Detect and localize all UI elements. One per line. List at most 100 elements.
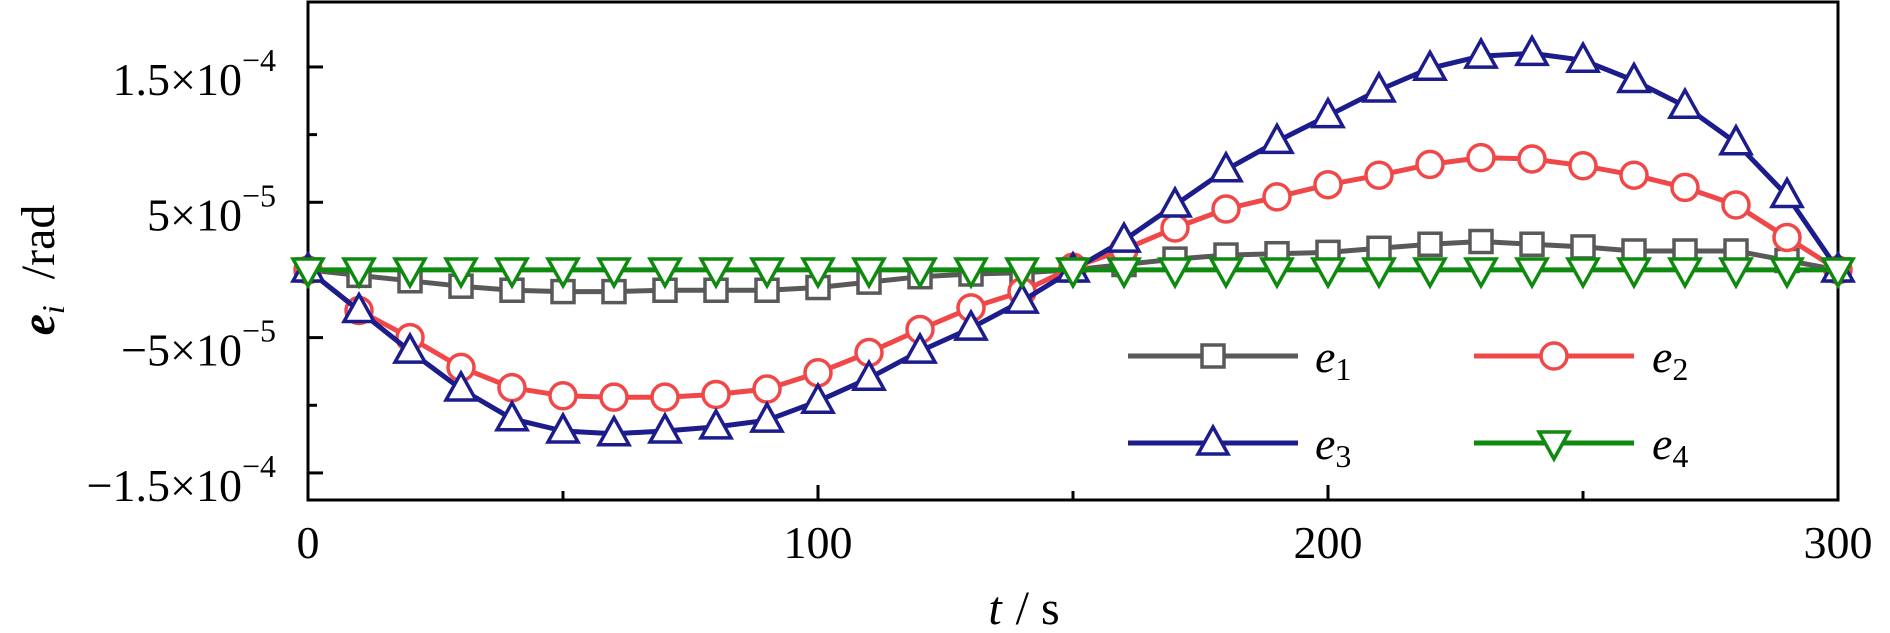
triangle-up-marker	[1412, 48, 1448, 82]
triangle-down-marker	[800, 257, 836, 290]
legend: e1 e2 e3 e4	[1128, 331, 1688, 474]
x-axis-title: t / s	[988, 582, 1059, 628]
y-tick-label: −5×10−5	[121, 313, 276, 376]
circle-marker	[1539, 341, 1569, 371]
triangle-down-marker	[1536, 430, 1572, 463]
triangle-up-marker	[749, 400, 785, 433]
tick-labels: 0 100 200 300 1.5×10−4 5×10−5 −5×10−5 −1.5×10−4	[87, 42, 1873, 568]
legend-label: e3	[1315, 418, 1351, 474]
triangle-down-marker	[698, 257, 734, 290]
triangle-down-marker	[647, 257, 683, 290]
triangle-down-marker	[1157, 257, 1193, 290]
circle-marker	[1619, 160, 1649, 190]
legend-item-e4: e4	[1474, 418, 1688, 474]
triangle-down-marker	[1769, 257, 1805, 290]
triangle-down-marker	[545, 257, 581, 290]
x-tick-label: 300	[1804, 517, 1873, 568]
triangle-down-marker	[1463, 257, 1499, 290]
triangle-up-marker	[1195, 423, 1231, 456]
legend-item-e1: e1	[1128, 331, 1351, 387]
triangle-up-marker	[1769, 175, 1805, 209]
circle-marker	[1313, 169, 1343, 200]
triangle-down-marker	[443, 257, 479, 290]
y-axis-title: ei/rad	[12, 205, 71, 336]
triangle-down-marker	[851, 257, 887, 290]
x-tick-label: 0	[297, 517, 320, 568]
triangle-up-marker	[1157, 185, 1193, 218]
circle-marker	[752, 374, 782, 404]
circle-marker	[1364, 160, 1394, 190]
triangle-down-marker	[1718, 257, 1754, 290]
y-tick-label: 1.5×10−4	[113, 42, 277, 105]
triangle-up-marker	[596, 414, 632, 447]
triangle-down-marker	[953, 257, 989, 290]
legend-label: e4	[1652, 418, 1688, 474]
x-tick-label: 200	[1294, 517, 1363, 568]
triangle-up-marker	[341, 290, 377, 324]
triangle-up-marker	[545, 411, 581, 444]
series-e4	[290, 257, 1856, 290]
square-marker	[1570, 234, 1596, 260]
triangle-down-marker	[1106, 257, 1142, 290]
circle-marker	[701, 379, 731, 410]
circle-marker	[1670, 172, 1700, 203]
triangle-up-marker	[1208, 150, 1244, 183]
square-marker	[1519, 231, 1545, 257]
circle-marker	[1466, 142, 1496, 173]
square-marker	[1200, 343, 1226, 369]
triangle-down-marker	[596, 257, 632, 290]
circle-marker	[1211, 194, 1241, 224]
triangle-down-marker	[1055, 257, 1091, 290]
triangle-up-marker	[647, 411, 683, 444]
triangle-down-marker	[1310, 257, 1346, 290]
circle-marker	[1772, 222, 1802, 253]
triangle-down-marker	[902, 257, 938, 290]
triangle-up-marker	[953, 308, 989, 341]
square-marker	[1366, 235, 1392, 262]
triangle-down-marker	[1667, 257, 1703, 290]
triangle-up-marker	[1514, 33, 1550, 67]
triangle-up-marker	[1616, 60, 1652, 94]
triangle-down-marker	[1412, 257, 1448, 290]
triangle-up-marker	[1004, 281, 1040, 314]
triangle-down-marker	[1361, 257, 1397, 290]
triangle-up-marker	[392, 331, 428, 364]
triangle-up-marker	[698, 407, 734, 440]
square-marker	[1468, 228, 1494, 255]
circle-marker	[548, 381, 578, 411]
series-line	[306, 50, 1841, 437]
circle-marker	[1517, 144, 1547, 174]
triangle-down-marker	[290, 257, 326, 290]
triangle-up-marker	[800, 381, 836, 414]
triangle-down-marker	[494, 257, 530, 290]
square-marker	[1417, 231, 1443, 257]
triangle-down-marker	[1259, 257, 1295, 290]
triangle-down-marker	[1820, 257, 1856, 290]
triangle-up-marker	[443, 369, 479, 402]
circle-marker	[1262, 182, 1292, 212]
circle-marker	[1721, 190, 1751, 220]
legend-label: e1	[1315, 331, 1351, 387]
legend-label: e2	[1652, 331, 1688, 387]
triangle-up-marker	[902, 331, 938, 364]
triangle-down-marker	[392, 257, 428, 290]
triangle-up-marker	[851, 358, 887, 391]
triangle-up-marker	[1259, 121, 1295, 155]
legend-item-e2: e2	[1474, 331, 1688, 387]
circle-marker	[497, 372, 527, 403]
series-layer	[290, 33, 1856, 447]
triangle-up-marker	[1718, 123, 1754, 156]
circle-marker	[1415, 149, 1445, 180]
triangle-down-marker	[1565, 257, 1601, 290]
circle-marker	[1160, 213, 1190, 243]
triangle-up-marker	[1667, 86, 1703, 119]
triangle-down-marker	[749, 257, 785, 290]
triangle-up-marker	[1565, 40, 1601, 73]
triangle-down-marker	[341, 257, 377, 290]
triangle-up-marker	[1310, 96, 1346, 129]
x-tick-label: 100	[784, 517, 853, 568]
legend-item-e3: e3	[1128, 418, 1351, 474]
triangle-down-marker	[1616, 257, 1652, 290]
y-tick-label: 5×10−5	[147, 177, 276, 240]
